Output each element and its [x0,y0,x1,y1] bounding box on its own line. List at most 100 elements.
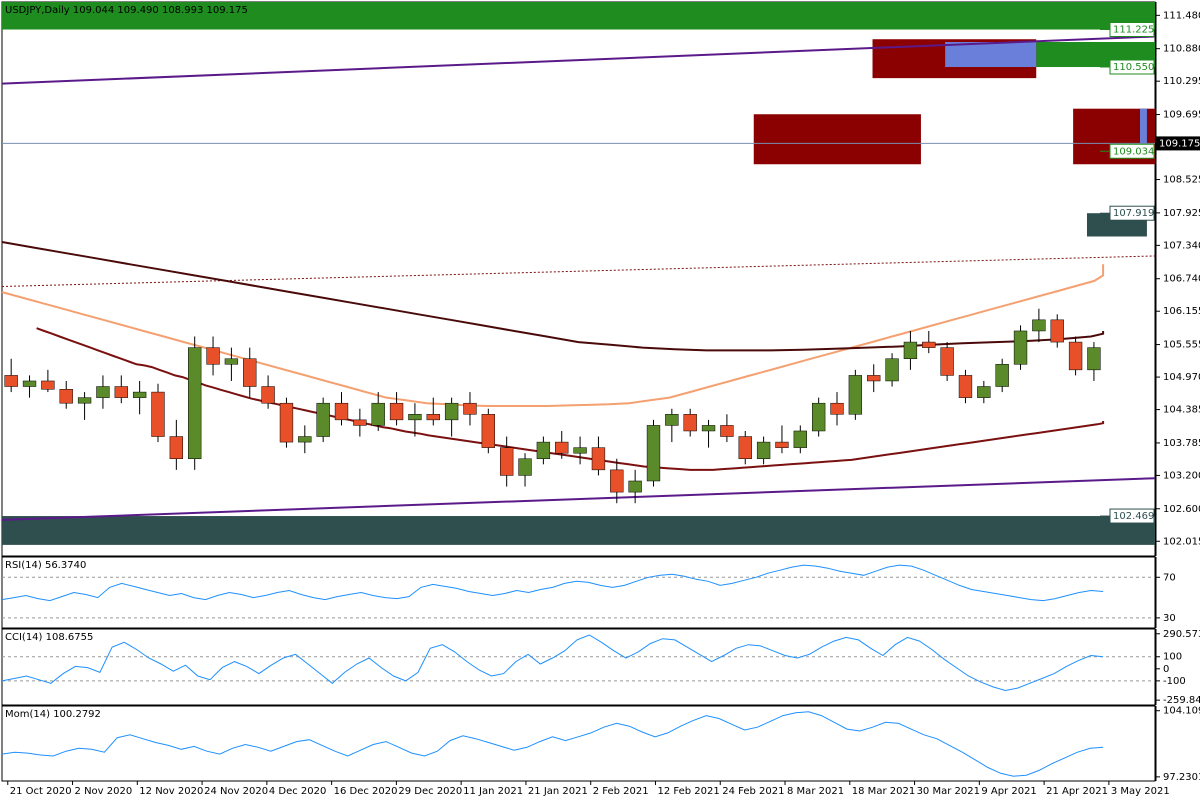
candle-body [1013,330,1028,365]
candle-body [848,375,863,415]
candle-body [426,414,440,421]
candle-body [720,425,734,437]
candle-body [775,441,789,448]
candle-body [885,358,899,382]
candle-body [298,436,312,443]
mom-title: Mom(14) 100.2792 [5,709,101,720]
candle-body [958,375,973,398]
price-y-tick-label: 110.880 [1163,44,1200,55]
price-pane[interactable]: 111.480 110.880 110.295 109.695 109.175 108.5… [1,1,1200,557]
candle-body [132,391,147,398]
candle-body [389,402,404,421]
current-price-label: 109.175 [1159,138,1200,149]
candle-body [830,402,844,415]
price-y-tick-label: 106.155 [1163,306,1200,317]
mom-indicator-line [1,711,1104,777]
candle-body [353,419,367,426]
cci-title: CCI(14) 108.6755 [5,632,93,643]
candle-body [500,447,514,476]
price-y-tick-label: 102.600 [1163,504,1200,515]
cci-y-tick-label: 0 [1163,664,1169,675]
candle-body [169,436,184,460]
candle-body [811,402,826,432]
x-tick-label: 30 Mar 2021 [917,786,980,797]
rsi-y-tick-label: 30 [1163,613,1176,624]
candle-body [77,397,92,404]
zone-supply [2,2,1155,30]
candle-body [995,364,1009,387]
price-y-tick-label: 105.555 [1163,340,1200,351]
level-label-box [1109,143,1155,159]
price-y-tick-label: 107.925 [1163,208,1200,219]
cci-y-tick-label: -100 [1163,676,1186,687]
x-tick-label: 11 Jan 2021 [463,786,523,797]
cci-y-tick-label: 290.5738 [1163,629,1200,640]
candle-body [316,402,330,437]
price-y-tick-label: 106.740 [1163,274,1200,285]
rsi-pane[interactable]: 70 30 RSI(14) 56.3740 [1,556,1176,629]
candle-body [96,386,110,398]
candle-body [738,436,752,460]
candle-body [224,358,239,365]
level-label-box [1109,22,1155,38]
candle-body [1050,319,1064,343]
dotted-moving-average [1,255,1156,288]
candle-body [903,341,918,359]
candle-body [573,447,587,454]
candle-body [334,402,349,421]
candle-body [701,425,716,432]
candle-body [518,458,532,476]
x-tick-label: 4 Dec 2020 [269,786,327,797]
level-label-box [1109,508,1155,524]
candle-body [279,402,294,443]
zone-overlay [1140,108,1147,152]
moving-average-line [1,241,1105,352]
price-y-tick-label: 103.200 [1163,470,1200,481]
level-label-box [1109,59,1155,75]
price-y-tick-label: 104.970 [1163,372,1200,383]
trendline [1,477,1156,521]
candle-body [41,380,55,390]
x-tick-label: 2 Nov 2020 [75,786,133,797]
level-label: 109.034 [1113,146,1154,157]
candle-body [555,441,569,454]
candle-body [1032,319,1046,332]
candle-body [665,414,679,426]
level-label: 111.225 [1113,25,1154,36]
x-axis: 21 Oct 2020 2 Nov 2020 12 Nov 2020 24 Nov 2… [2,780,1170,797]
price-y-tick-label: 108.525 [1163,175,1200,186]
level-label: 110.550 [1113,62,1154,73]
symbol-title: USDJPY,Daily 109.044 109.490 108.993 109… [5,5,248,16]
level-label: 102.469 [1113,511,1154,522]
candle-body [793,430,807,448]
x-tick-label: 2 Feb 2021 [593,786,649,797]
x-tick-label: 18 Mar 2021 [852,786,915,797]
x-tick-label: 24 Feb 2021 [722,786,784,797]
current-price-tag [1156,136,1200,151]
candle-body [1087,347,1101,371]
price-y-tick-label: 102.015 [1163,536,1200,547]
mom-y-tick-label: 104.1098 [1163,706,1200,717]
x-tick-label: 21 Apr 2021 [1046,786,1108,797]
rsi-frame [1,556,1156,629]
candle-body [536,441,551,460]
candle-body [59,389,73,404]
rsi-title: RSI(14) 56.3740 [5,560,86,571]
x-tick-label: 16 Dec 2020 [334,786,398,797]
zone-demand [2,516,1155,545]
candle-body [371,402,385,426]
x-tick-label: 12 Nov 2020 [139,786,203,797]
candle-body [867,375,881,382]
zone-resistance [753,114,921,165]
x-tick-label: 9 Apr 2021 [981,786,1036,797]
x-tick-label: 12 Feb 2021 [657,786,719,797]
cci-frame [1,628,1156,706]
candle-body [481,414,495,448]
candle-body [4,375,18,387]
cci-y-tick-label: -259.8407 [1163,695,1200,706]
cci-y-tick-label: 100 [1163,652,1182,663]
candle-body [444,402,459,421]
candle-body [408,414,422,421]
